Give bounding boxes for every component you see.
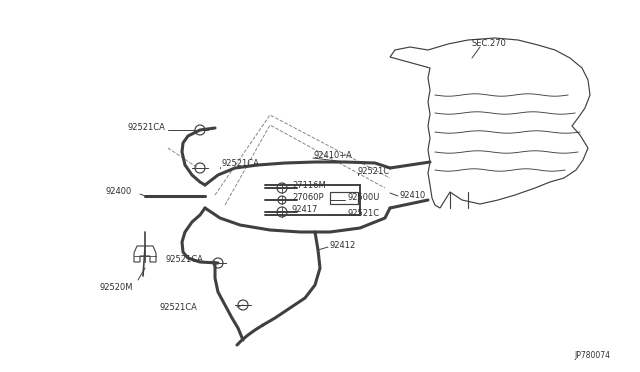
- Text: 92410: 92410: [400, 192, 426, 201]
- Text: 92521CA: 92521CA: [222, 158, 260, 167]
- Text: SEC.270: SEC.270: [472, 38, 507, 48]
- Text: JP780074: JP780074: [574, 351, 610, 360]
- Text: 92520M: 92520M: [100, 283, 134, 292]
- Text: 92410+A: 92410+A: [313, 151, 352, 160]
- Bar: [330, 192, 358, 204]
- Text: 92521CA: 92521CA: [128, 124, 166, 132]
- Text: 27116M: 27116M: [292, 182, 326, 190]
- Text: 92417: 92417: [292, 205, 318, 215]
- Text: 92521C: 92521C: [358, 167, 390, 176]
- Text: 27060P: 27060P: [292, 193, 324, 202]
- Text: 92521CA: 92521CA: [165, 254, 203, 263]
- Text: 92412: 92412: [330, 241, 356, 250]
- Text: 92521C: 92521C: [347, 209, 379, 218]
- Text: 92500U: 92500U: [347, 193, 380, 202]
- Text: 92400: 92400: [105, 187, 131, 196]
- Text: 92521CA: 92521CA: [160, 304, 198, 312]
